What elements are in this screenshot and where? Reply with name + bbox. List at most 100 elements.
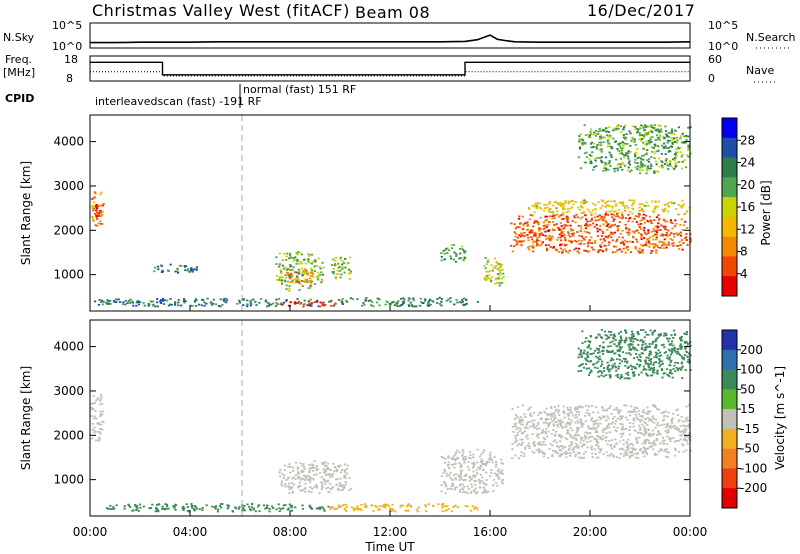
velocity-cell-5-736 [666, 415, 669, 418]
power-cell-11-437 [585, 218, 588, 221]
power-cell-8-105 [438, 296, 441, 299]
velocity-cell-6-345 [616, 349, 619, 352]
velocity-cell-4-59 [488, 458, 491, 461]
velocity-cell-4-123 [497, 475, 500, 478]
power-cell-11-609 [617, 225, 620, 227]
velocity-cell-5-664 [575, 439, 578, 441]
velocity-cell-4-81 [447, 455, 450, 458]
velocity-colorbar-tick-label-3: 15 [740, 402, 755, 416]
velocity-cell-6-38 [628, 352, 631, 354]
power-cell-4-167 [285, 288, 288, 290]
power-cell-3-36 [157, 268, 160, 271]
velocity-cell-5-784 [520, 451, 523, 453]
power-cell-12-80 [583, 199, 586, 202]
velocity-cell-5-201 [630, 451, 634, 453]
velocity-cell-5-24 [642, 446, 645, 449]
velocity-cell-6-373 [638, 354, 641, 356]
power-cell-9-35 [455, 253, 458, 255]
velocity-cell-5-255 [601, 429, 604, 432]
power-cell-13-492 [689, 126, 692, 129]
power-cell-11-495 [671, 222, 674, 225]
power-cell-11-195 [540, 232, 543, 235]
power-cell-11-358 [561, 249, 564, 252]
power-cell-2-55 [163, 303, 166, 305]
power-cell-4-174 [291, 279, 294, 282]
power-cell-13-512 [660, 128, 663, 131]
power-cell-13-306 [660, 152, 663, 155]
power-cell-7-17 [348, 278, 351, 280]
power-cell-2-28 [159, 299, 163, 302]
velocity-cell-6-385 [593, 363, 596, 365]
power-cell-13-471 [645, 172, 648, 175]
velocity-cell-5-918 [639, 420, 642, 423]
power-cell-13-424 [643, 134, 646, 137]
power-cell-11-131 [526, 225, 529, 227]
velocity-cell-5-702 [569, 427, 572, 429]
velocity-cell-1-120 [182, 505, 185, 508]
velocity-cell-2-11 [291, 477, 294, 480]
velocity-cell-4-97 [459, 491, 462, 493]
velocity-cell-1-10 [205, 504, 208, 507]
power-cell-3-14 [160, 271, 163, 273]
power-cell-2-126 [205, 302, 208, 305]
power-cell-12-125 [558, 203, 561, 206]
velocity-cell-6-116 [637, 343, 640, 346]
power-cell-11-648 [546, 249, 549, 252]
velocity-cell-6-334 [618, 339, 621, 342]
power-cell-13-165 [579, 167, 583, 170]
velocity-cell-6-403 [683, 340, 686, 343]
power-cell-5-13 [309, 279, 312, 282]
power-cell-13-547 [654, 144, 657, 147]
velocity-cell-6-294 [598, 333, 601, 336]
power-cell-8-68 [420, 301, 423, 303]
power-cell-12-215 [555, 207, 558, 209]
velocity-cell-0-48 [90, 402, 93, 405]
power-cell-13-64 [589, 160, 592, 163]
velocity-cell-5-205 [566, 432, 569, 435]
velocity-cell-1-106 [277, 503, 280, 506]
velocity-cell-4-225 [464, 455, 467, 458]
power-cell-11-41 [635, 238, 638, 241]
power-cell-11-53 [569, 235, 572, 238]
velocity-cell-4-17 [472, 453, 475, 456]
velocity-cell-5-6 [634, 413, 637, 416]
power-cell-12-31 [528, 208, 531, 210]
velocity-cell-3-62 [350, 506, 354, 509]
velocity-cell-4-120 [488, 454, 492, 456]
power-cell-8-107 [395, 304, 398, 306]
power-cell-11-248 [578, 247, 581, 250]
velocity-cell-5-53 [533, 426, 536, 429]
velocity-cell-4-188 [448, 474, 451, 477]
power-cell-13-122 [603, 167, 606, 170]
power-cell-13-288 [588, 134, 591, 137]
power-cell-2-61 [102, 300, 105, 303]
power-cell-11-492 [592, 222, 595, 225]
power-cell-11-117 [544, 234, 547, 237]
power-cell-11-234 [651, 230, 654, 233]
power-cell-10-44 [483, 278, 486, 280]
power-cell-2-131 [209, 301, 212, 304]
power-cell-13-149 [642, 158, 645, 161]
power-cell-13-412 [650, 124, 653, 127]
power-cell-13-138 [653, 127, 656, 129]
velocity-cell-3-78 [355, 508, 358, 510]
power-cell-13-513 [591, 146, 594, 149]
velocity-cell-5-660 [594, 422, 597, 424]
velocity-cell-5-250 [532, 422, 535, 425]
velocity-cell-5-940 [533, 451, 536, 454]
power-cell-4-107 [291, 281, 294, 283]
power-cell-11-691 [657, 229, 660, 231]
power-cell-11-383 [570, 240, 573, 243]
velocity-cell-5-633 [614, 429, 617, 432]
power-cell-8-131 [421, 302, 424, 304]
velocity-cell-5-619 [605, 427, 608, 430]
velocity-cell-6-387 [632, 340, 635, 343]
power-cell-8-104 [445, 299, 448, 302]
velocity-cell-1-145 [315, 507, 319, 510]
power-cell-13-221 [622, 134, 625, 136]
velocity-cell-2-227 [343, 474, 346, 477]
power-cell-0-38 [94, 224, 97, 227]
velocity-cell-1-153 [162, 507, 165, 510]
power-cell-11-538 [577, 239, 580, 242]
velocity-cell-6-21 [623, 377, 626, 380]
